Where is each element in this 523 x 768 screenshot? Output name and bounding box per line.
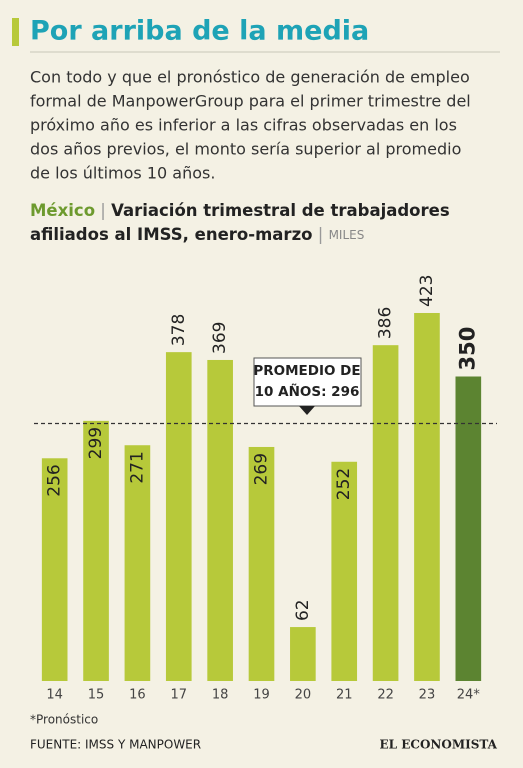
chart-title: Por arriba de la media: [30, 16, 369, 47]
x-tick-label: 14: [46, 688, 63, 703]
bar: [372, 345, 399, 681]
x-tick-label: 15: [88, 688, 105, 703]
bar: [455, 376, 482, 681]
value-label: 256: [45, 464, 65, 496]
x-tick-label: 24*: [457, 688, 481, 703]
subtitle-line: Variación trimestral de trabajadores: [111, 201, 450, 220]
annotation-box: [253, 357, 362, 407]
value-label: 252: [334, 468, 354, 500]
value-label: 423: [417, 275, 437, 307]
value-label: 386: [376, 307, 396, 339]
bar: [248, 446, 275, 681]
logo: EL ECONOMISTA: [380, 738, 498, 752]
title-accent: [12, 18, 19, 46]
bar: [83, 420, 109, 681]
annotation: 10 AÑOS: 296: [255, 383, 360, 400]
subtitle: México | Variación trimestral de trabaja…: [30, 201, 450, 220]
bar: [207, 359, 233, 681]
annotation-pointer: [299, 406, 315, 415]
bar: [124, 445, 151, 681]
description-line: Con todo y que el pronóstico de generaci…: [30, 68, 470, 87]
value-label: 271: [127, 451, 147, 483]
x-tick-label: 19: [253, 688, 270, 703]
source: FUENTE: IMSS Y MANPOWER: [30, 738, 201, 752]
x-tick-label: 22: [377, 688, 394, 703]
value-label: 299: [86, 427, 106, 459]
subtitle-line: afiliados al IMSS, enero-marzo: [30, 225, 313, 244]
footnote: *Pronóstico: [30, 713, 98, 727]
value-label: 350: [455, 327, 479, 371]
bar: [165, 352, 192, 681]
description-line: próximo año es inferior a las cifras obs…: [30, 116, 457, 135]
country: México: [30, 201, 95, 220]
separator: |: [313, 225, 329, 244]
description-line: formal de ManpowerGroup para el primer t…: [30, 92, 471, 111]
unit: MILES: [329, 228, 365, 242]
annotation: PROMEDIO DE: [253, 363, 360, 379]
x-tick-label: 23: [419, 688, 436, 703]
x-tick-label: 21: [336, 688, 353, 703]
x-tick-label: 17: [170, 688, 187, 703]
bar: [290, 627, 316, 681]
x-tick-label: 16: [129, 688, 146, 703]
description-line: de los últimos 10 años.: [30, 164, 215, 183]
value-label: 378: [169, 314, 189, 346]
bar: [41, 458, 68, 681]
subtitle: afiliados al IMSS, enero-marzo | MILES: [30, 225, 364, 244]
value-label: 62: [293, 599, 313, 621]
x-tick-label: 18: [212, 688, 229, 703]
x-tick-label: 20: [295, 688, 312, 703]
description-line: dos años previos, el monto sería superio…: [30, 140, 461, 159]
bar: [331, 461, 358, 681]
separator: |: [95, 201, 111, 220]
value-label: 369: [210, 322, 230, 354]
value-label: 269: [252, 453, 272, 485]
bar: [414, 312, 440, 681]
